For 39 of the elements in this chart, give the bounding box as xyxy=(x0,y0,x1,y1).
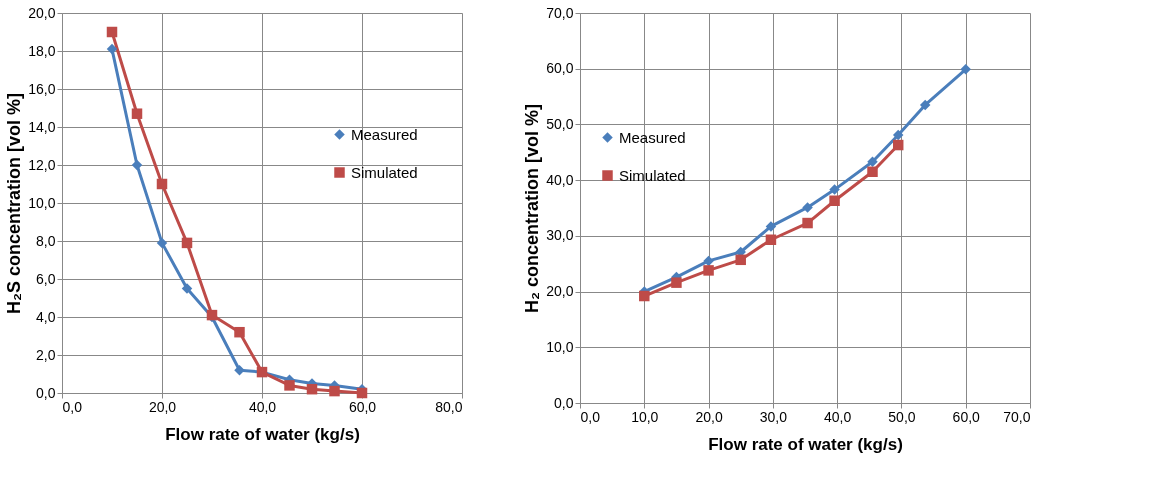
y-tick-label: 16,0 xyxy=(28,80,56,97)
y-tick-label: 6,0 xyxy=(36,270,56,287)
legend-label: Measured xyxy=(619,128,686,146)
x-tick-label: 80,0 xyxy=(435,398,463,415)
x-axis-title: Flow rate of water (kg/s) xyxy=(165,424,360,444)
x-axis-title: Flow rate of water (kg/s) xyxy=(708,434,903,454)
x-tick-label: 40,0 xyxy=(248,398,277,415)
x-tick-label: 20,0 xyxy=(148,398,177,415)
x-tick-label: 50,0 xyxy=(888,408,916,425)
y-tick-label: 10,0 xyxy=(546,338,574,355)
x-tick-label: 60,0 xyxy=(952,408,981,425)
legend-label: Measured xyxy=(351,125,418,143)
x-tick-label: 70,0 xyxy=(1003,408,1031,425)
y-tick-label: 14,0 xyxy=(28,118,56,135)
y-tick-label: 50,0 xyxy=(546,115,574,132)
legend-label: Simulated xyxy=(619,166,686,184)
x-tick-label: 30,0 xyxy=(759,408,788,425)
y-tick-label: 30,0 xyxy=(546,227,574,244)
x-tick-label: 40,0 xyxy=(824,408,852,425)
legend-label: Simulated xyxy=(351,163,418,181)
x-tick-label: 0,0 xyxy=(580,408,601,425)
y-tick-label: 2,0 xyxy=(36,346,56,363)
y-tick-label: 4,0 xyxy=(36,308,56,325)
y-tick-label: 18,0 xyxy=(28,42,56,59)
y-axis-title: H₂S concentration [vol %] xyxy=(4,92,25,315)
y-tick-label: 70,0 xyxy=(546,4,574,21)
y-axis-title: H₂ concentration [vol %] xyxy=(522,103,543,314)
y-tick-label: 8,0 xyxy=(36,232,56,249)
y-tick-label: 20,0 xyxy=(28,4,56,21)
x-tick-label: 0,0 xyxy=(62,398,83,415)
x-tick-label: 60,0 xyxy=(348,398,377,415)
y-tick-label: 10,0 xyxy=(28,194,56,211)
y-tick-label: 60,0 xyxy=(546,60,574,77)
x-tick-label: 20,0 xyxy=(695,408,723,425)
y-tick-label: 20,0 xyxy=(546,283,574,300)
y-tick-label: 40,0 xyxy=(546,171,574,188)
x-tick-label: 10,0 xyxy=(631,408,659,425)
y-tick-label: 0,0 xyxy=(36,384,56,401)
y-tick-label: 12,0 xyxy=(28,156,56,173)
